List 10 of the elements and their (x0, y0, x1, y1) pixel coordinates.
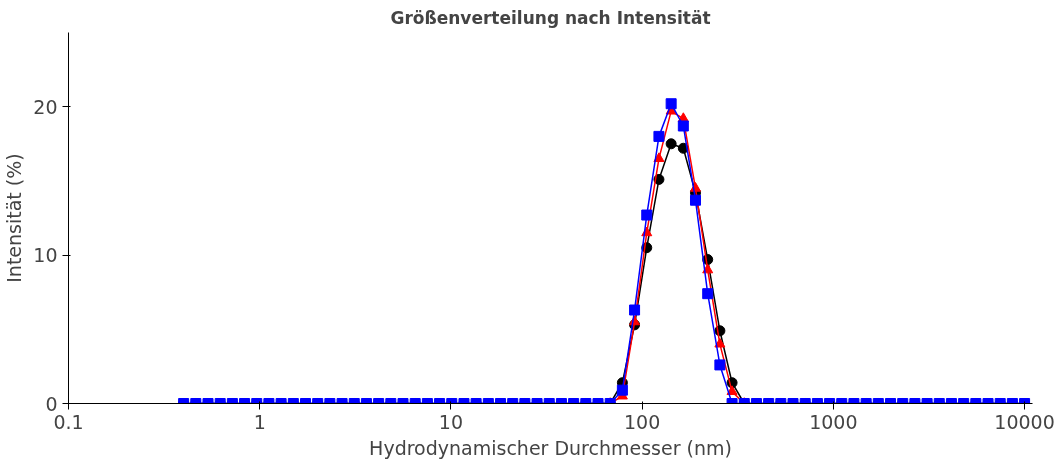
x-axis-title: Hydrodynamischer Durchmesser (nm) (369, 436, 732, 459)
x-tick-label: 10000 (994, 410, 1055, 433)
x-tick-label: 10 (438, 410, 464, 433)
x-tick-label: 100 (624, 410, 661, 433)
x-tick-label: 1000 (809, 410, 858, 433)
x-tick-label: 1 (253, 410, 266, 433)
y-axis-title: Intensität (%) (3, 153, 26, 283)
y-tick-label: 10 (33, 244, 58, 267)
chart-title: Größenverteilung nach Intensität (390, 7, 711, 28)
y-tick-label: 20 (33, 95, 58, 118)
